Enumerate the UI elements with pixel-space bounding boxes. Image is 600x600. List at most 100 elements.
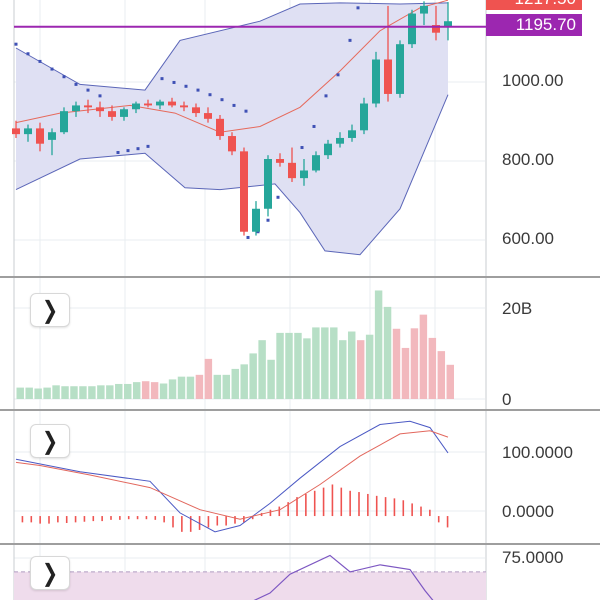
psar-dot — [276, 195, 280, 199]
psar-dot — [312, 124, 316, 128]
candle-body — [288, 162, 296, 179]
volume-bar — [34, 388, 42, 399]
candle-body — [120, 109, 128, 117]
psar-dot — [348, 38, 352, 42]
candle-body — [84, 105, 92, 108]
candle-body — [420, 5, 428, 14]
volume-bar — [249, 353, 257, 399]
bollinger-band-fill — [16, 2, 448, 255]
psar-dot — [126, 149, 130, 153]
volume-bar — [339, 340, 347, 399]
candle-body — [156, 101, 164, 106]
candle-body — [12, 128, 20, 135]
candle-body — [264, 159, 272, 209]
candle-body — [108, 111, 116, 117]
expand-volume-button[interactable]: ❯ — [30, 293, 70, 327]
chevron-right-icon: ❯ — [41, 296, 59, 324]
psar-dot — [246, 235, 250, 239]
psar-dot — [244, 109, 248, 113]
psar-dot — [98, 94, 102, 98]
volume-bar — [97, 385, 105, 399]
volume-chart[interactable] — [16, 290, 455, 399]
volume-bar — [392, 328, 401, 399]
expand-rsi-button[interactable]: ❯ — [30, 556, 70, 590]
volume-bar — [222, 374, 231, 399]
volume-axis-label: 0 — [502, 390, 512, 409]
candle-body — [180, 105, 188, 108]
macd-chart[interactable] — [15, 420, 449, 533]
candle-body — [396, 44, 404, 94]
candle-body — [300, 170, 308, 179]
pane-divider[interactable] — [0, 276, 600, 278]
pane-divider[interactable] — [0, 543, 600, 545]
volume-bar — [25, 387, 33, 399]
volume-bar — [419, 314, 428, 399]
psar-dot — [146, 144, 150, 148]
volume-bar — [16, 387, 24, 399]
volume-bar — [52, 385, 60, 399]
psar-dot — [208, 93, 212, 97]
candle-body — [312, 155, 320, 171]
volume-bar — [347, 331, 356, 399]
psar-dot — [62, 75, 66, 79]
psar-dot — [160, 77, 164, 81]
volume-bar — [401, 347, 410, 399]
price-axis-label: 600.00 — [502, 229, 554, 248]
candle-body — [216, 118, 224, 137]
moving-average-line — [15, 0, 449, 133]
candle-body — [324, 143, 332, 156]
candle-body — [168, 101, 176, 106]
volume-bar — [195, 374, 204, 399]
volume-bar — [204, 358, 213, 399]
psar-dot — [300, 146, 304, 150]
psar-dot — [184, 84, 188, 88]
volume-bar — [141, 381, 150, 399]
candle-body — [192, 107, 200, 114]
candle-body — [408, 13, 416, 45]
volume-bar — [267, 359, 275, 399]
psar-dot — [14, 42, 18, 46]
volume-bar — [150, 382, 159, 399]
psar-dot — [74, 82, 78, 86]
psar-dot — [38, 59, 42, 63]
candle-body — [24, 128, 32, 135]
candle-body — [432, 25, 440, 33]
volume-bar — [106, 385, 114, 399]
rsi-chart[interactable] — [14, 554, 486, 600]
rsi-band-fill — [14, 571, 486, 600]
rsi-line — [253, 554, 434, 600]
volume-bar — [374, 290, 383, 399]
volume-bar — [231, 368, 239, 399]
volume-bar — [276, 332, 284, 399]
volume-axis-label: 20B — [502, 299, 533, 318]
candle-body — [336, 137, 344, 144]
volume-bar — [177, 376, 186, 399]
volume-bar — [168, 379, 177, 399]
psar-dot — [336, 73, 340, 77]
candle-body — [444, 21, 452, 27]
expand-macd-button[interactable]: ❯ — [30, 424, 70, 458]
psar-dot — [86, 88, 90, 92]
rsi-axis-label: 75.0000 — [502, 548, 564, 567]
candle-body — [252, 208, 260, 232]
psar-dot — [196, 88, 200, 92]
volume-bar — [321, 327, 329, 399]
highlight-price-tag: 1195.70 — [486, 14, 582, 36]
volume-bar — [437, 351, 446, 399]
candle-body — [228, 136, 236, 152]
pane-divider[interactable] — [0, 409, 600, 411]
price-chart[interactable] — [12, 0, 486, 256]
volume-bar — [446, 364, 454, 399]
candle-body — [348, 130, 356, 138]
volume-bar — [303, 338, 311, 399]
candle-body — [360, 103, 368, 131]
macd-line — [15, 420, 449, 533]
psar-dot — [324, 94, 328, 98]
volume-bar — [294, 332, 302, 399]
price-axis-label: 800.00 — [502, 150, 554, 169]
psar-dot — [50, 67, 54, 71]
candle-body — [132, 103, 140, 110]
macd-axis-label: 100.0000 — [502, 443, 573, 462]
volume-bar — [132, 382, 141, 399]
